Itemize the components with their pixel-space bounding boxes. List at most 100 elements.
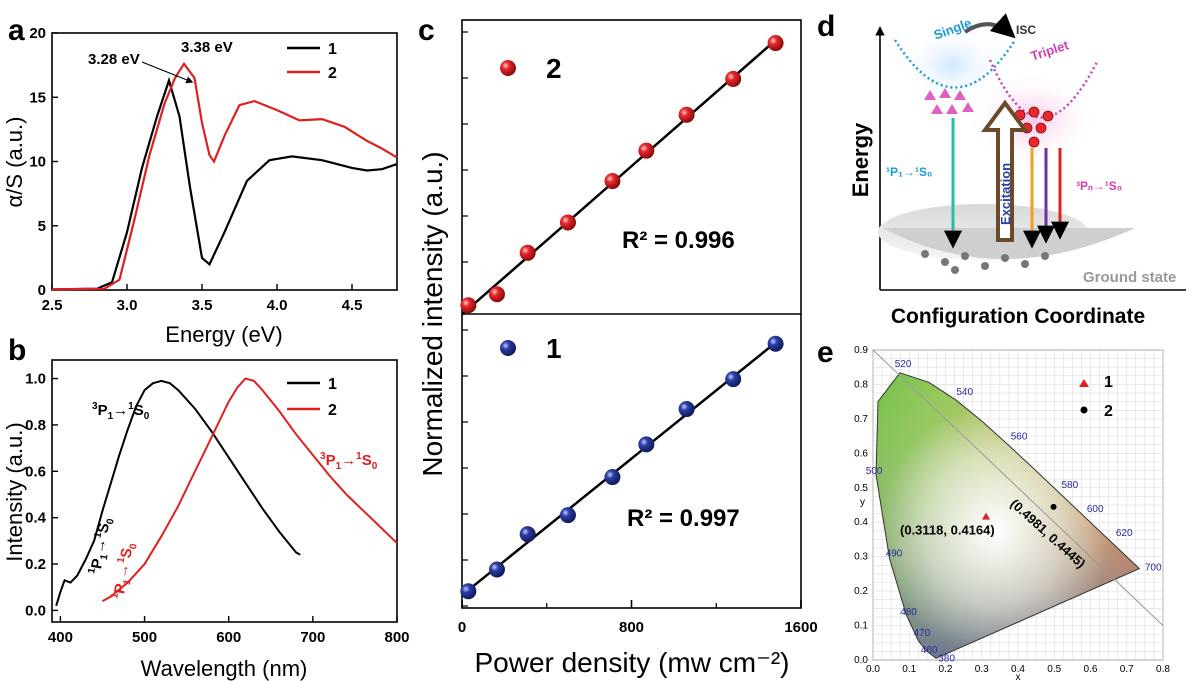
wavelength-label-520: 520 — [895, 359, 912, 370]
panel-c: c 0 800 1600 2 1 R² = 0.996 R² = 0.997 Pow… — [417, 14, 818, 678]
y-tick-label-b: 0.6 — [25, 463, 46, 480]
ticks-e: 0.0 0.1 0.2 0.3 0.4 0.5 0.6 0.7 0.8 0.0 0.1 0.2 0.3 0… — [854, 345, 1170, 675]
panel-d: d ISC Single Triplet Excitation ¹P₁→¹S — [817, 10, 1186, 328]
excitation-label: Excitation — [998, 163, 1013, 225]
r-squared-1: R² = 0.997 — [627, 505, 740, 532]
x-tick-label-b: 700 — [300, 629, 325, 646]
triplet-curve — [988, 59, 1100, 119]
panel-label-a: a — [8, 14, 25, 47]
y-axis-label-a: α/S (a.u.) — [2, 117, 27, 208]
x-tick-label-b: 600 — [216, 629, 241, 646]
x-axis-label-e: x — [1016, 672, 1021, 681]
x-tick-label-e: 0.8 — [1156, 664, 1170, 675]
y-tick-label-a: 15 — [29, 89, 46, 106]
legend-marker-2-c — [500, 60, 516, 76]
x-tick-label-a: 3.0 — [117, 297, 138, 314]
scatter-point-2 — [488, 286, 505, 303]
panel-label-d: d — [817, 10, 835, 43]
scatter-point-1 — [460, 583, 477, 600]
legend-label-1-a: 1 — [328, 41, 337, 58]
y-tick-label-e: 0.8 — [854, 379, 868, 390]
scatter-point-2 — [460, 297, 477, 314]
wavelength-label-620: 620 — [1116, 528, 1133, 539]
isc-arrow — [963, 13, 1016, 39]
legend-marker-1-e — [1079, 379, 1089, 387]
x-axis-label-d: Configuration Coordinate — [891, 305, 1145, 328]
wavelength-label-480: 480 — [900, 607, 917, 618]
y-axis-label-b: Intensity (a.u.) — [2, 422, 27, 561]
legend-label-1-e: 1 — [1104, 374, 1113, 391]
wavelength-label-380: 380 — [938, 654, 955, 665]
x-tick-label-c: 1600 — [784, 619, 817, 636]
legend-label-2-b: 2 — [328, 402, 337, 419]
annotation-arrow — [141, 61, 194, 84]
singlet-particles — [924, 88, 974, 114]
y-tick-label-e: 0.5 — [854, 483, 868, 494]
annotation-3p1-red: 3P1→1S0 — [320, 451, 378, 472]
ground-state-label: Ground state — [1083, 269, 1176, 286]
triplet-transition-label: ³Pₙ→¹S₀ — [1076, 179, 1122, 193]
excitation-arrow — [981, 99, 1029, 242]
ground-state-dots — [921, 250, 1049, 274]
ticks-b: 400 500 600 700 800 0.0 0.2 0.4 0.6 0.8 1.0 — [25, 371, 409, 646]
series-line-2-a — [51, 61, 398, 291]
x-tick-label-e: 0.3 — [975, 664, 989, 675]
y-tick-label-e: 0.2 — [854, 586, 868, 597]
scatter-point-1 — [638, 436, 655, 453]
wavelength-label-540: 540 — [956, 387, 973, 398]
x-tick-label-b: 500 — [132, 629, 157, 646]
scatter-point-2 — [604, 173, 621, 190]
scatter-point-1 — [604, 469, 621, 486]
x-tick-label-e: 0.2 — [939, 664, 953, 675]
panel-e: e 0.0 0.1 0.2 0.3 0.4 0.5 0.6 0.7 0.80.00.10.20.… — [817, 336, 1170, 681]
x-tick-label-a: 3.5 — [192, 297, 213, 314]
triplet-label: Triplet — [1029, 37, 1071, 64]
scatter-point-2 — [725, 70, 742, 87]
x-tick-label-c: 0 — [458, 619, 466, 636]
x-tick-label-e: 0.0 — [866, 664, 880, 675]
r-squared-2: R² = 0.996 — [622, 227, 735, 254]
ticks-a: 2.5 3.0 3.5 4.0 4.5 0 5 10 15 20 — [29, 25, 362, 314]
x-axis-label-a: Energy (eV) — [165, 322, 282, 347]
wavelength-label-500: 500 — [866, 466, 883, 477]
scatter-point-2 — [519, 244, 536, 261]
scatter-point-1 — [678, 401, 695, 418]
wavelength-label-490: 490 — [886, 549, 903, 560]
axes-frame-b — [51, 359, 398, 623]
scatter-point-2 — [638, 142, 655, 159]
series-line-1-b — [55, 379, 301, 607]
scatter-point-1 — [519, 526, 536, 543]
panel-a: a 2.5 3.0 3.5 4.0 4.5 0 5 10 15 20 3.28 eV 3.38 e… — [2, 14, 398, 347]
y-tick-label-e: 0.9 — [854, 345, 868, 356]
y-tick-label-a: 5 — [38, 218, 46, 235]
annotation-3.28-ev: 3.28 eV — [88, 51, 140, 68]
wavelength-label-470: 470 — [914, 628, 931, 639]
y-axis-label-e: y — [860, 497, 865, 508]
annotation-1p1-red: 1P1→1S0 — [109, 541, 140, 601]
y-tick-label-e: 0.7 — [854, 414, 868, 425]
y-tick-label-a: 20 — [29, 25, 46, 42]
x-tick-label-e: 0.6 — [1084, 664, 1098, 675]
singlet-glow — [897, 27, 1007, 103]
wavelength-label-560: 560 — [1011, 432, 1028, 443]
scatter-points-e — [982, 503, 1057, 520]
axes-frame-a — [51, 32, 398, 291]
legend-marker-2-e — [1080, 406, 1088, 414]
x-tick-label-b: 800 — [384, 629, 409, 646]
x-tick-label-e: 0.7 — [1120, 664, 1134, 675]
annotation-3.38-ev: 3.38 eV — [181, 39, 233, 56]
y-tick-label-b: 0.2 — [25, 556, 46, 573]
y-tick-label-a: 0 — [38, 282, 46, 299]
point-label-1: (0.3118, 0.4164) — [900, 523, 995, 538]
annotation-3p1-black: 3P1→1S0 — [92, 401, 150, 422]
scatter-point-1 — [767, 335, 784, 352]
singlet-transition-label: ¹P₁→¹S₀ — [886, 165, 932, 179]
x-tick-label-a: 4.0 — [267, 297, 288, 314]
x-tick-label-a: 2.5 — [42, 297, 63, 314]
y-tick-label-a: 10 — [29, 154, 46, 171]
scatter-point-2 — [559, 214, 576, 231]
y-tick-label-b: 0.4 — [25, 510, 47, 527]
